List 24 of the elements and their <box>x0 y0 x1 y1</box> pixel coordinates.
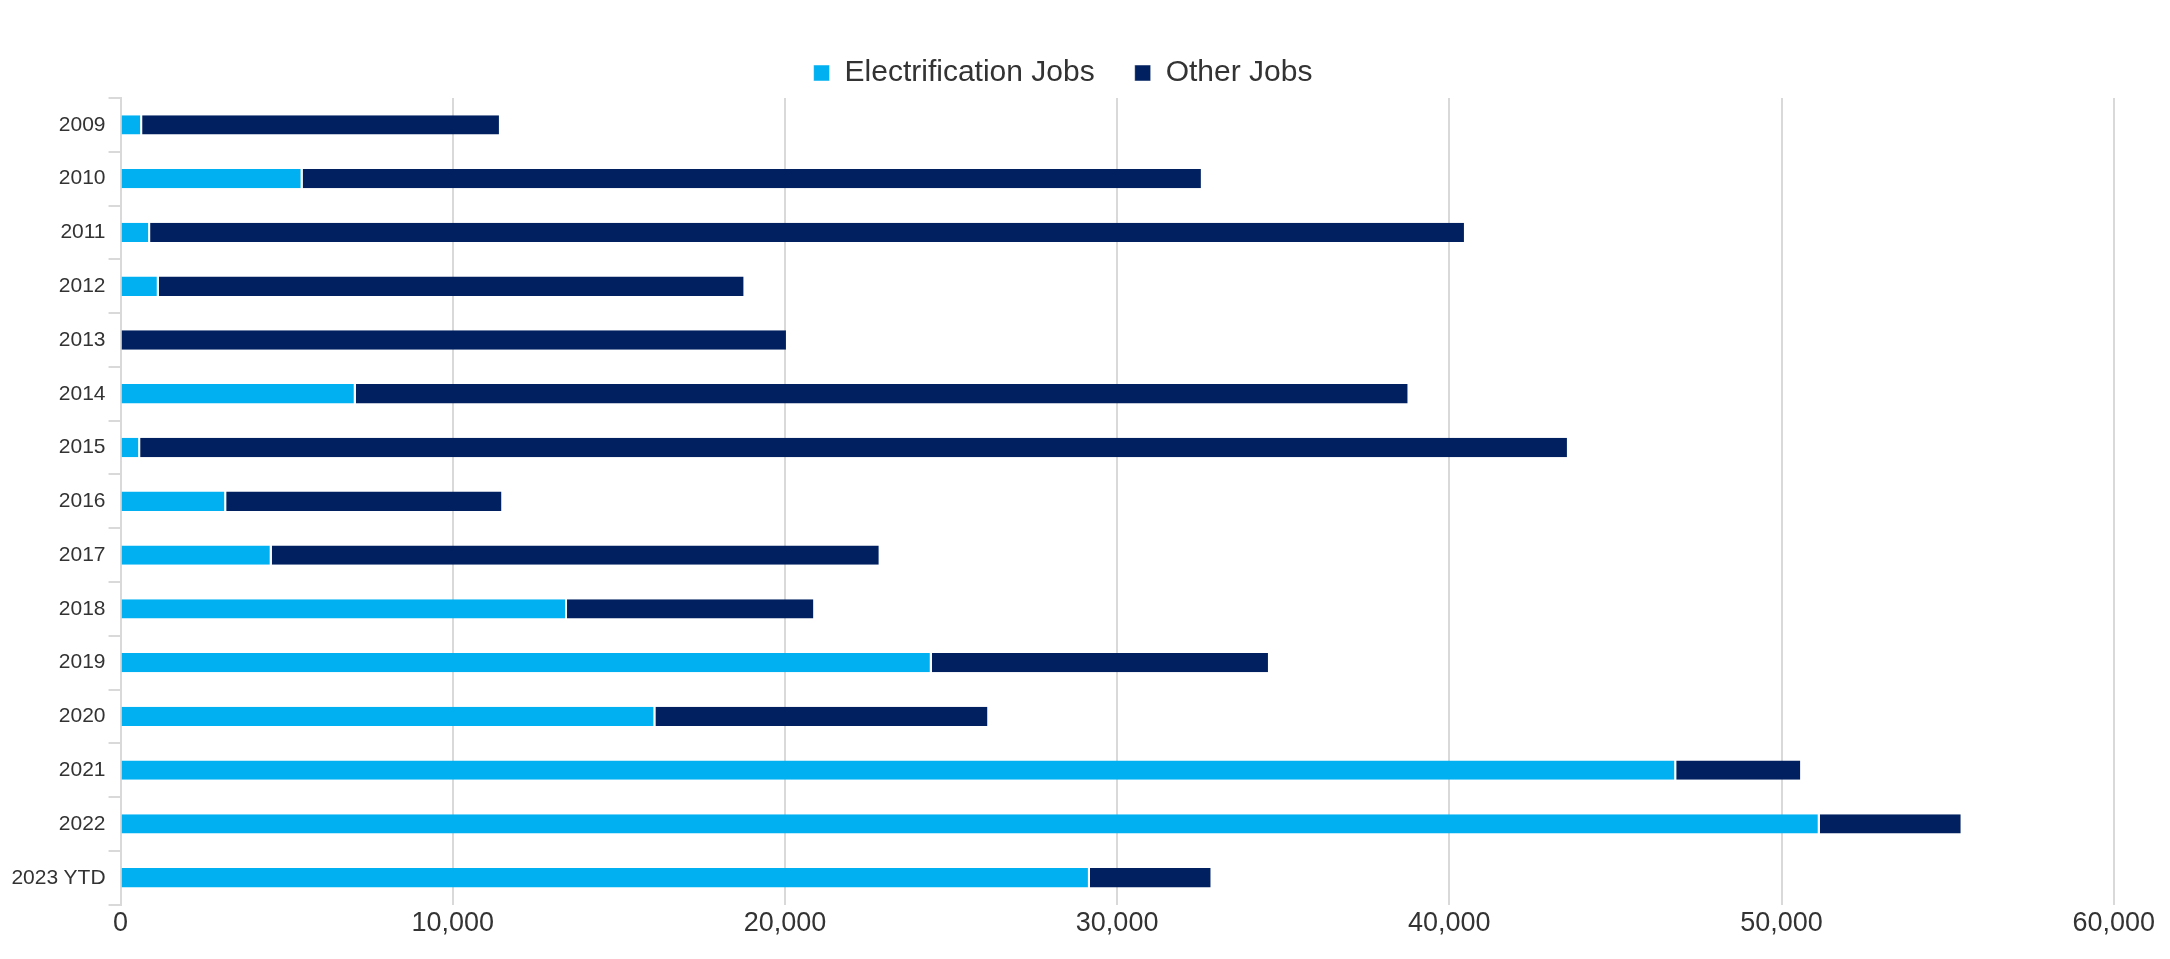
y-tick-label: 2011 <box>60 219 106 243</box>
x-tick-label: 50,000 <box>1740 907 1823 938</box>
y-tick-label: 2019 <box>58 649 106 673</box>
y-tick-label: 2020 <box>58 703 106 727</box>
x-tick-label: 60,000 <box>2072 907 2156 938</box>
y-tick-label: 2016 <box>58 488 106 512</box>
y-tick-label: 2012 <box>58 273 106 296</box>
legend-label: Electrification Jobs <box>844 54 1095 88</box>
x-tick-label: 0 <box>113 907 129 938</box>
y-tick-label: 2009 <box>58 111 106 135</box>
x-tick-label: 20,000 <box>743 907 827 938</box>
y-tick-label: 2013 <box>58 326 106 350</box>
x-tick-label: 40,000 <box>1408 907 1491 938</box>
legend-label: Other Jobs <box>1165 54 1313 88</box>
y-tick-label: 2010 <box>58 165 106 189</box>
y-tick-label: 2014 <box>58 380 106 404</box>
y-tick-label: 2022 <box>58 810 106 834</box>
y-tick-label: 2015 <box>58 434 106 458</box>
y-tick-label: 2021 <box>58 756 106 780</box>
x-tick-label: 10,000 <box>411 907 495 938</box>
y-tick-label: 2017 <box>58 541 106 565</box>
y-tick-label: 2018 <box>58 595 106 619</box>
y-tick-label: 2023 YTD <box>11 864 106 888</box>
x-tick-label: 30,000 <box>1075 907 1159 938</box>
